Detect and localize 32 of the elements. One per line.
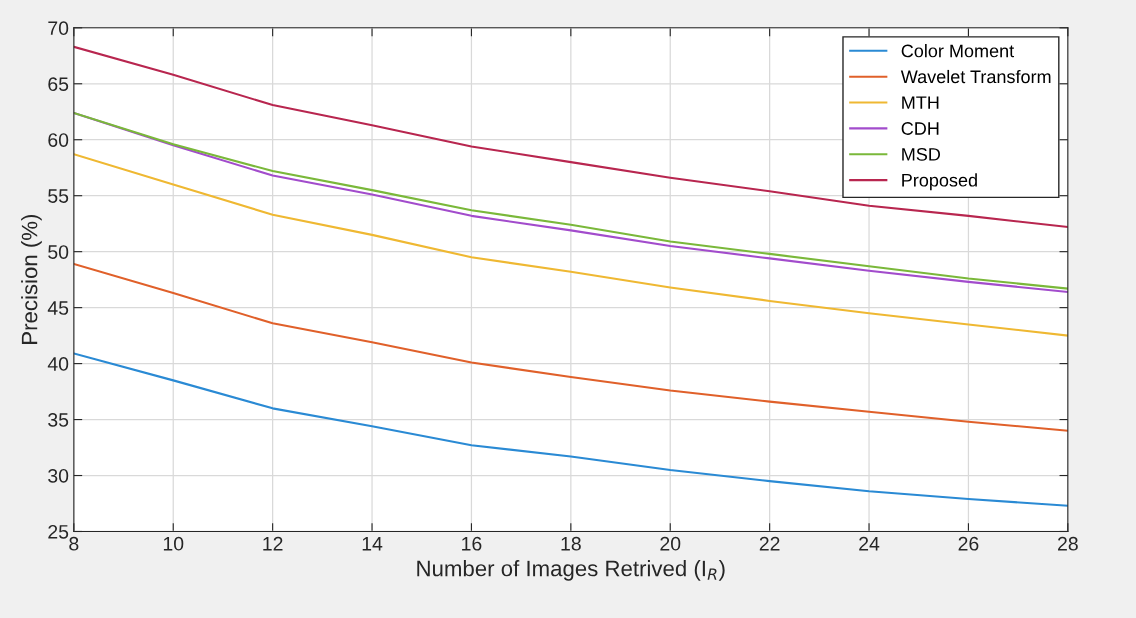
y-tick-label: 30	[48, 468, 69, 483]
y-tick-label: 35	[48, 413, 69, 427]
x-axis-title: Number of Images Retrived (I$_{R}$)	[417, 560, 725, 581]
y-tick-label: 45	[47, 301, 69, 315]
y-tick-label: 40	[47, 357, 69, 371]
line-series	[73, 352, 1068, 507]
legend-label: Proposed	[902, 173, 977, 191]
x-tick-label: 12	[263, 536, 283, 551]
legend-label: MTH	[902, 96, 939, 109]
legend-label: Wavelet Transform	[900, 69, 1051, 84]
y-tick-label: 70	[48, 21, 69, 36]
x-tick-label: 16	[462, 536, 482, 551]
legend-label: MSD	[902, 147, 941, 161]
y-tick-label: 65	[48, 77, 69, 92]
x-tick-label: 14	[362, 537, 383, 551]
x-tick-label: 20	[660, 536, 681, 551]
x-tick-label: 18	[561, 536, 581, 551]
x-tick-label: 8	[69, 536, 79, 551]
x-tick-label: 24	[859, 536, 880, 551]
legend-label: Color Moment	[901, 44, 1015, 58]
line-series	[73, 262, 1068, 432]
y-tick-label: 60	[48, 133, 69, 147]
x-tick-label: 10	[163, 536, 184, 551]
y-tick-label: 25	[48, 524, 69, 539]
legend-label: CDH	[901, 122, 939, 135]
x-tick-label: 26	[958, 536, 979, 551]
y-tick-label: 50	[48, 245, 69, 259]
y-axis-title: Precision (%)	[21, 214, 42, 344]
x-tick-label: 28	[1058, 536, 1078, 551]
x-tick-label: 22	[759, 536, 780, 551]
y-tick-label: 55	[48, 189, 69, 203]
line-series	[73, 45, 1068, 229]
